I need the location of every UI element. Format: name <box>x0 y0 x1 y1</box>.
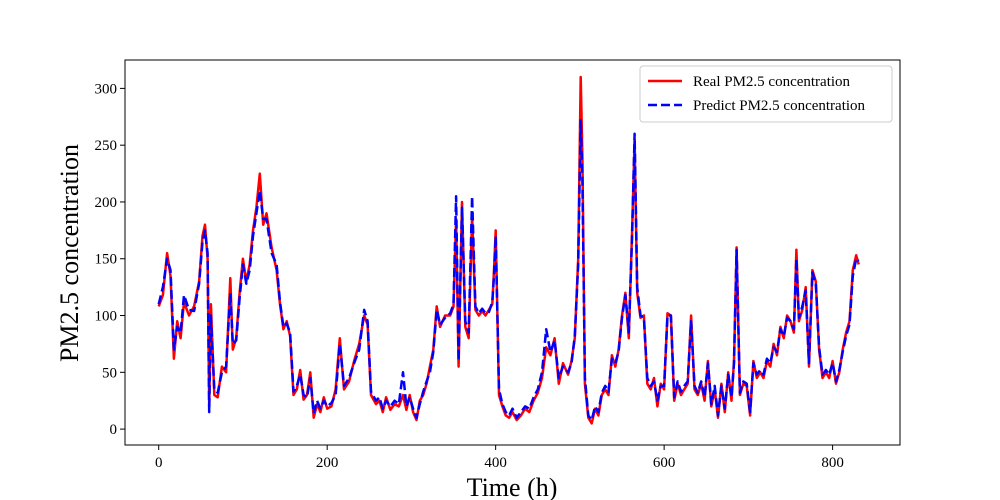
series-layer <box>157 75 860 425</box>
legend-box <box>639 65 893 123</box>
x-tick-label: 0 <box>155 455 163 471</box>
y-tick-label: 200 <box>95 195 118 211</box>
x-tick-label: 800 <box>821 455 844 471</box>
y-axis: 0 50 100 150 200 250 300 <box>95 81 125 438</box>
y-tick-label: 250 <box>95 138 118 154</box>
y-tick-label: 50 <box>102 365 117 381</box>
y-tick-label: 300 <box>95 81 118 97</box>
plot-frame <box>124 59 901 446</box>
x-tick-label: 200 <box>316 455 339 471</box>
x-axis-title: Time (h) <box>467 473 558 500</box>
y-tick-label: 0 <box>110 422 118 438</box>
y-axis-title: PM2.5 concentration <box>55 144 84 362</box>
x-axis: 0 200 400 600 800 <box>155 445 844 471</box>
plot-area <box>124 59 901 446</box>
y-tick-label: 150 <box>95 252 118 268</box>
series-line-real <box>157 75 860 425</box>
x-tick-label: 600 <box>653 455 676 471</box>
y-tick-label: 100 <box>95 309 118 325</box>
legend: Real PM2.5 concentration Predict PM2.5 c… <box>639 65 893 123</box>
legend-label-predict: Predict PM2.5 concentration <box>693 98 866 114</box>
series-line-predict <box>157 118 860 422</box>
x-tick-label: 400 <box>484 455 507 471</box>
legend-label-real: Real PM2.5 concentration <box>693 74 851 90</box>
